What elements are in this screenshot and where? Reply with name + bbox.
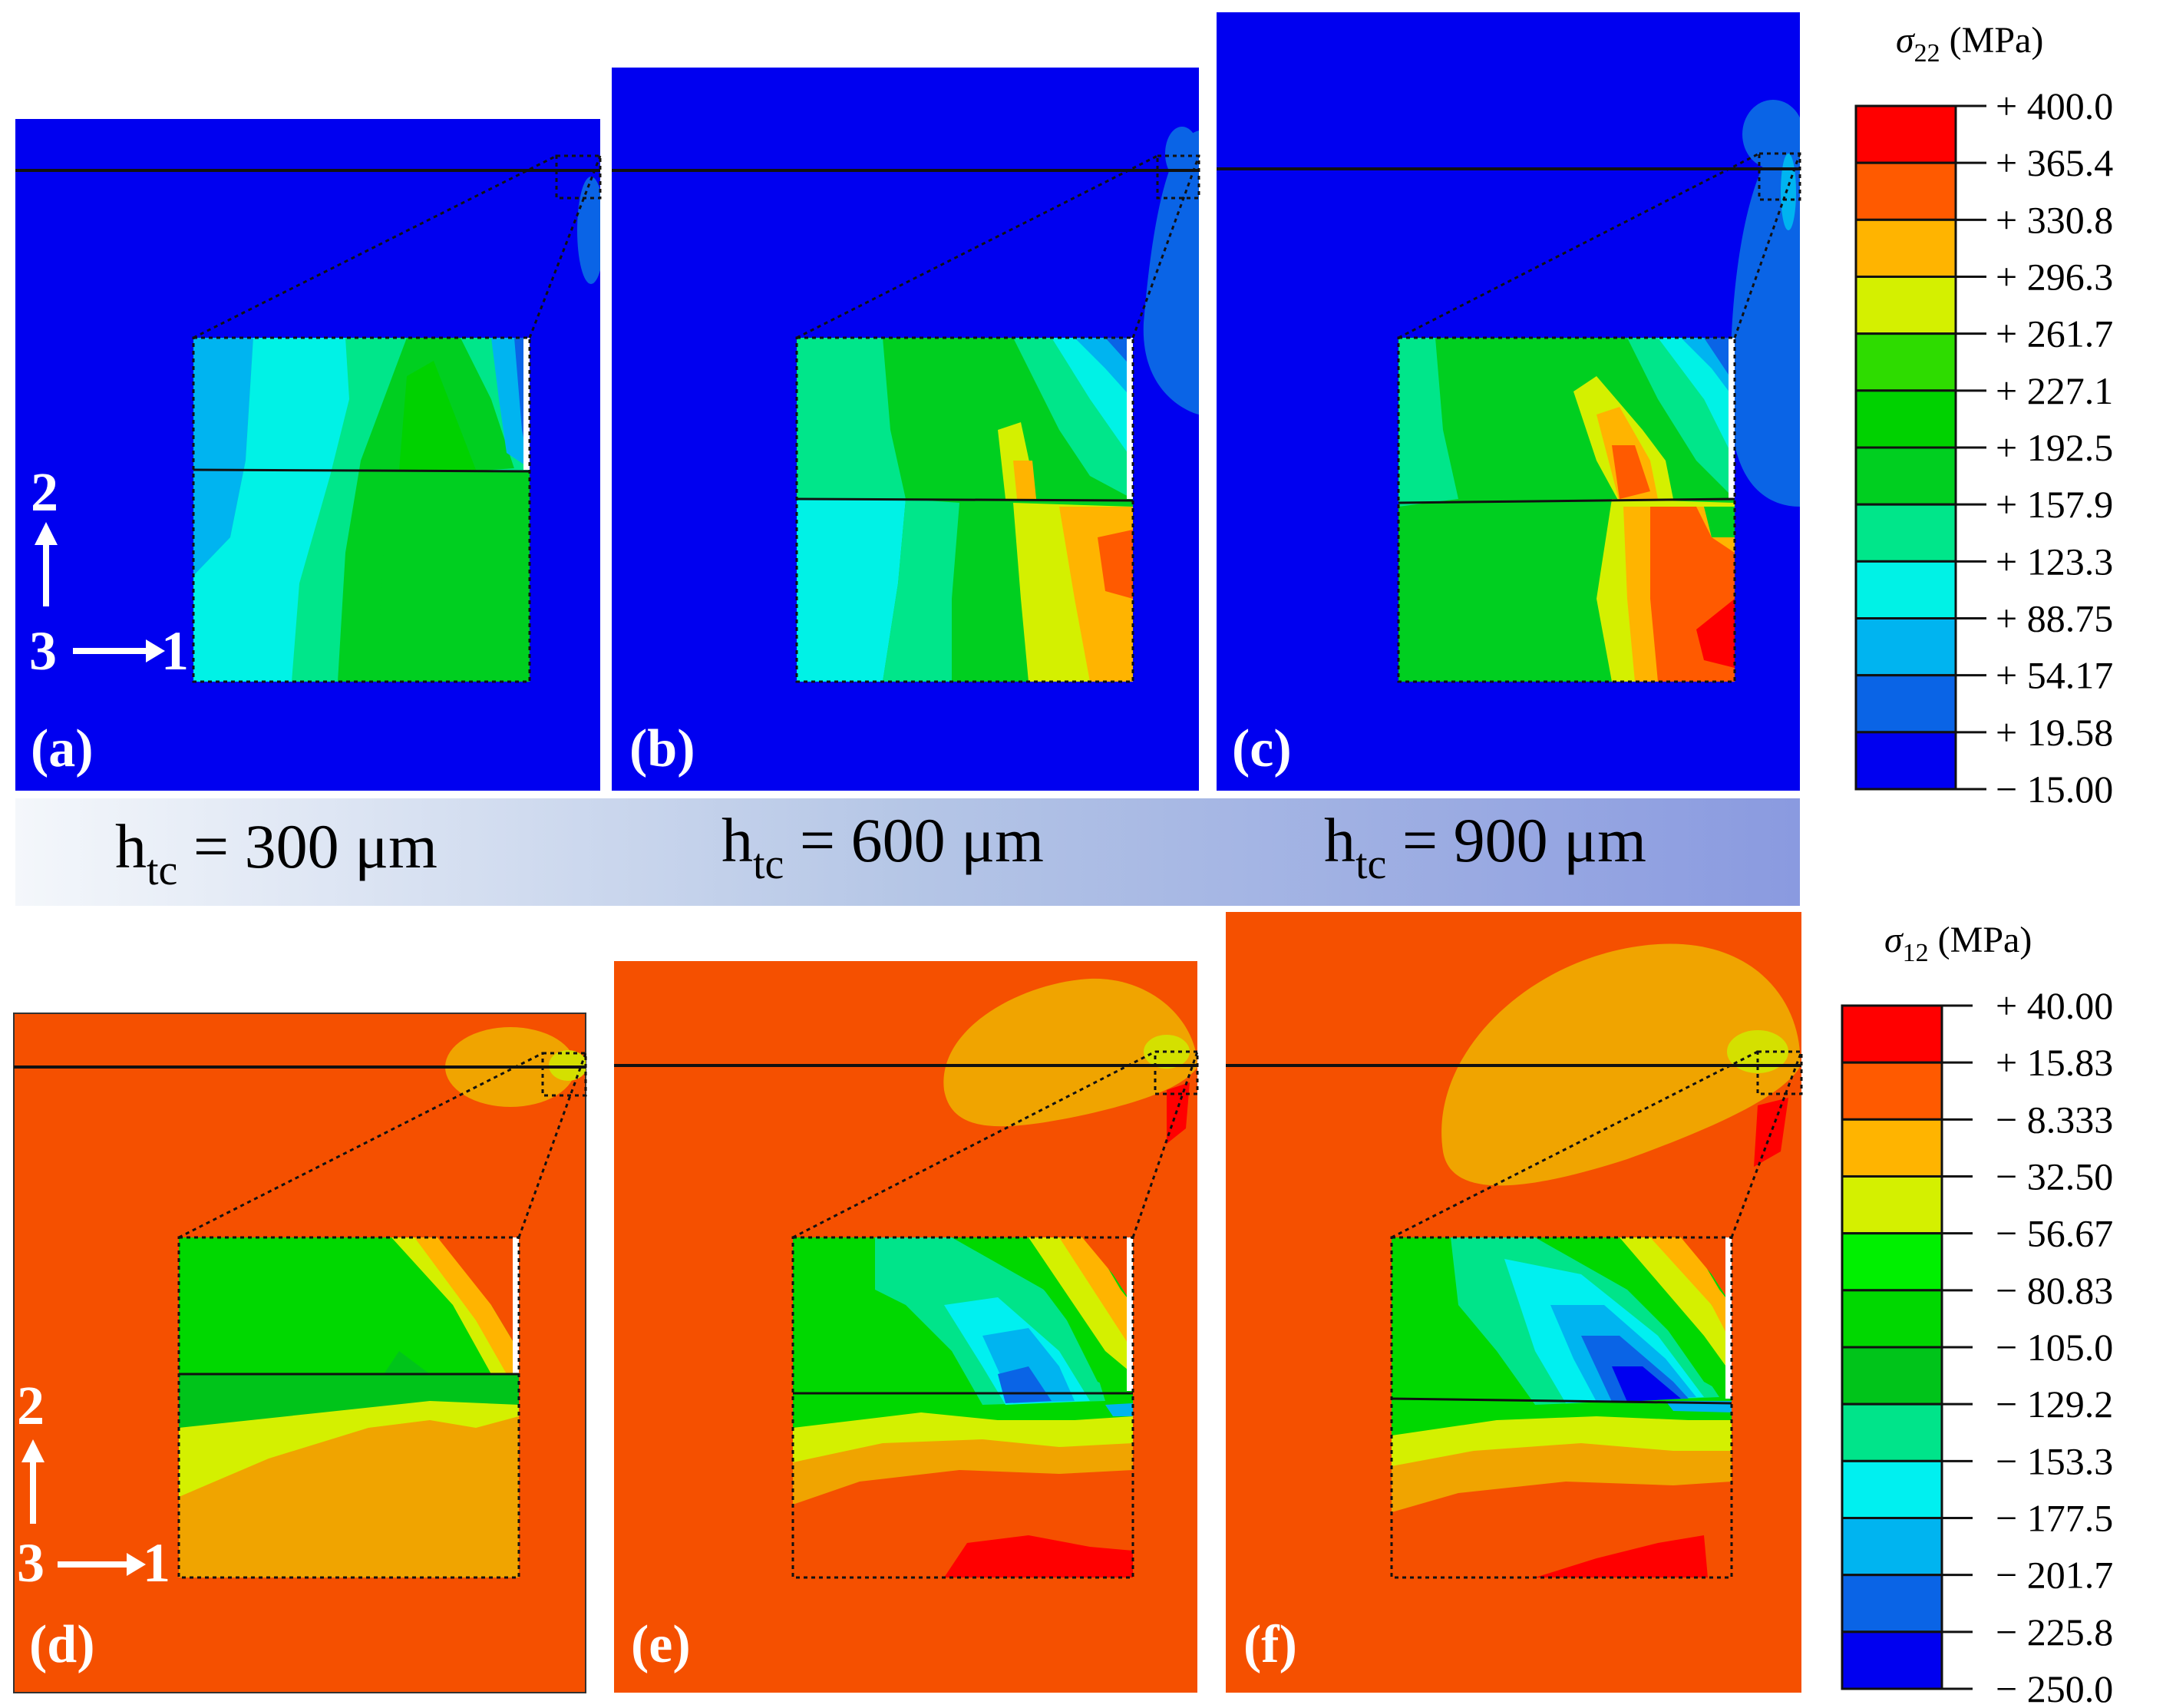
legend_s12-band (1841, 1289, 1943, 1349)
legend_s12-tick-label: − 32.50 (1996, 1155, 2113, 1198)
panel-c-zoom-box (1758, 152, 1801, 201)
svg-text:2: 2 (17, 1375, 45, 1436)
legend_s22-tick-label: + 123.3 (1996, 540, 2113, 583)
legend_s22-tick-label: + 296.3 (1996, 256, 2113, 299)
legend_s22-tick-label: − 15.00 (1996, 768, 2113, 811)
legend_s22-band (1854, 503, 1957, 563)
panel-c-inset (1398, 338, 1735, 682)
legend_s12-band (1841, 1517, 1943, 1577)
legend_s12-tick-label: − 250.0 (1996, 1667, 2113, 1708)
panel-a-zoom-box (555, 154, 602, 200)
legend_s22-band (1854, 674, 1957, 734)
legend_s22-tick-label: + 400.0 (1996, 84, 2113, 127)
legend_s12-band (1841, 1232, 1943, 1292)
legend_s22-tick-label: + 157.9 (1996, 483, 2113, 526)
panel-d-zoom-box (541, 1052, 587, 1097)
panel-b-zoom-box (1156, 154, 1200, 200)
panel-f: (f) (1226, 912, 1803, 1693)
legend_s12-band (1841, 1118, 1943, 1178)
legend_s12-band (1841, 1004, 1943, 1064)
legend-sigma22-title: σ22 (MPa) (1896, 20, 2043, 68)
axis-triad-top: 2 3 1 (29, 461, 189, 682)
htc-banner: htc = 300 μm htc = 600 μm htc = 900 μm (15, 798, 1800, 906)
legend_s12-band (1841, 1459, 1943, 1520)
legend_s22-tick-label: + 88.75 (1996, 597, 2113, 640)
legend_s12-tick-label: − 153.3 (1996, 1439, 2113, 1482)
legend_s12-tick-label: − 8.333 (1996, 1098, 2113, 1141)
panel-b-inset (797, 338, 1133, 682)
legend_s22-band (1854, 332, 1957, 392)
panel-e-zoom-box (1154, 1050, 1199, 1095)
legend-sigma22-bands (1854, 104, 1957, 791)
svg-text:1: 1 (161, 620, 189, 682)
legend_s12-tick-label: − 177.5 (1996, 1497, 2113, 1540)
panel-d-inset (179, 1237, 519, 1578)
legend_s12-tick-label: − 80.83 (1996, 1269, 2113, 1312)
panel-a-label: (a) (31, 719, 94, 778)
legend_s22-band (1854, 617, 1957, 677)
panel-d-label: (d) (29, 1615, 95, 1674)
htc-label-900: htc = 900 μm (1324, 805, 1646, 888)
legend_s22-tick-label: + 330.8 (1996, 198, 2113, 241)
legend_s22-band (1854, 161, 1957, 221)
legend_s22-band (1854, 389, 1957, 449)
legend_s12-tick-label: − 225.8 (1996, 1611, 2113, 1653)
panel-f-zoom-box (1756, 1050, 1803, 1095)
panel-d: (d) (13, 1013, 587, 1693)
legend_s12-band (1841, 1630, 1943, 1690)
legend-sigma12-bands (1841, 1004, 1943, 1690)
legend_s12-tick-label: − 129.2 (1996, 1383, 2113, 1426)
panel-b-label: (b) (629, 719, 695, 778)
legend_s12-band (1841, 1061, 1943, 1121)
panel-f-inset (1392, 1237, 1732, 1578)
legend_s12-tick-label: + 40.00 (1996, 984, 2113, 1027)
legend_s22-tick-label: + 365.4 (1996, 141, 2113, 184)
panel-a-inset (193, 338, 530, 682)
legend-sigma22: σ22 (MPa) + 400.0+ 365.4+ 330.8+ 296.3+ … (1854, 20, 2113, 811)
svg-text:1: 1 (143, 1532, 170, 1594)
legend_s12-band (1841, 1574, 1943, 1634)
panel-e: (e) (614, 961, 1199, 1693)
panel-e-label: (e) (631, 1615, 691, 1674)
legend_s22-band (1854, 446, 1957, 506)
legend_s22-band (1854, 104, 1957, 164)
svg-text:2: 2 (31, 461, 58, 523)
legend_s22-tick-label: + 54.17 (1996, 654, 2113, 697)
svg-text:3: 3 (29, 620, 57, 682)
htc-label-300: htc = 300 μm (115, 811, 438, 894)
panel-a: (a) (15, 119, 602, 791)
legend-sigma12-title: σ12 (MPa) (1884, 920, 2032, 967)
legend_s22-tick-label: + 192.5 (1996, 426, 2113, 469)
legend_s12-band (1841, 1346, 1943, 1406)
legend_s12-tick-label: + 15.83 (1996, 1041, 2113, 1084)
legend_s12-tick-label: − 105.0 (1996, 1326, 2113, 1369)
legend_s22-band (1854, 218, 1957, 279)
legend_s12-tick-label: − 201.7 (1996, 1554, 2113, 1597)
legend_s12-tick-label: − 56.67 (1996, 1212, 2113, 1255)
legend_s22-tick-label: + 261.7 (1996, 312, 2113, 355)
legend-sigma12: σ12 (MPa) + 40.00 + 15.83 − 8.333 − 32.50 − … (1841, 920, 2113, 1708)
panel-f-label: (f) (1243, 1615, 1297, 1674)
htc-bar (15, 798, 1800, 906)
legend-sigma22-ticks: + 400.0 + 365.4 + 330.8 + 296.3 + 261.7 + 227… (1956, 84, 2113, 811)
legend_s22-tick-label: + 19.58 (1996, 711, 2113, 754)
legend-sigma12-ticks: + 40.00 + 15.83 − 8.333 − 32.50 − 56.67 − 80.… (1942, 984, 2113, 1708)
legend_s12-band (1841, 1402, 1943, 1462)
svg-text:3: 3 (17, 1532, 45, 1594)
axis-triad-bottom: 2 3 1 (17, 1375, 170, 1594)
panel-e-inset (793, 1237, 1133, 1578)
panel-c-label: (c) (1232, 719, 1292, 778)
legend_s22-band (1854, 276, 1957, 335)
htc-label-600: htc = 600 μm (721, 805, 1044, 888)
legend_s22-band (1854, 560, 1957, 619)
legend_s12-band (1841, 1175, 1943, 1235)
panel-c: (c) (1217, 12, 1801, 791)
legend_s22-band (1854, 731, 1957, 791)
panel-b: (b) (612, 68, 1200, 791)
legend_s22-tick-label: + 227.1 (1996, 369, 2113, 412)
